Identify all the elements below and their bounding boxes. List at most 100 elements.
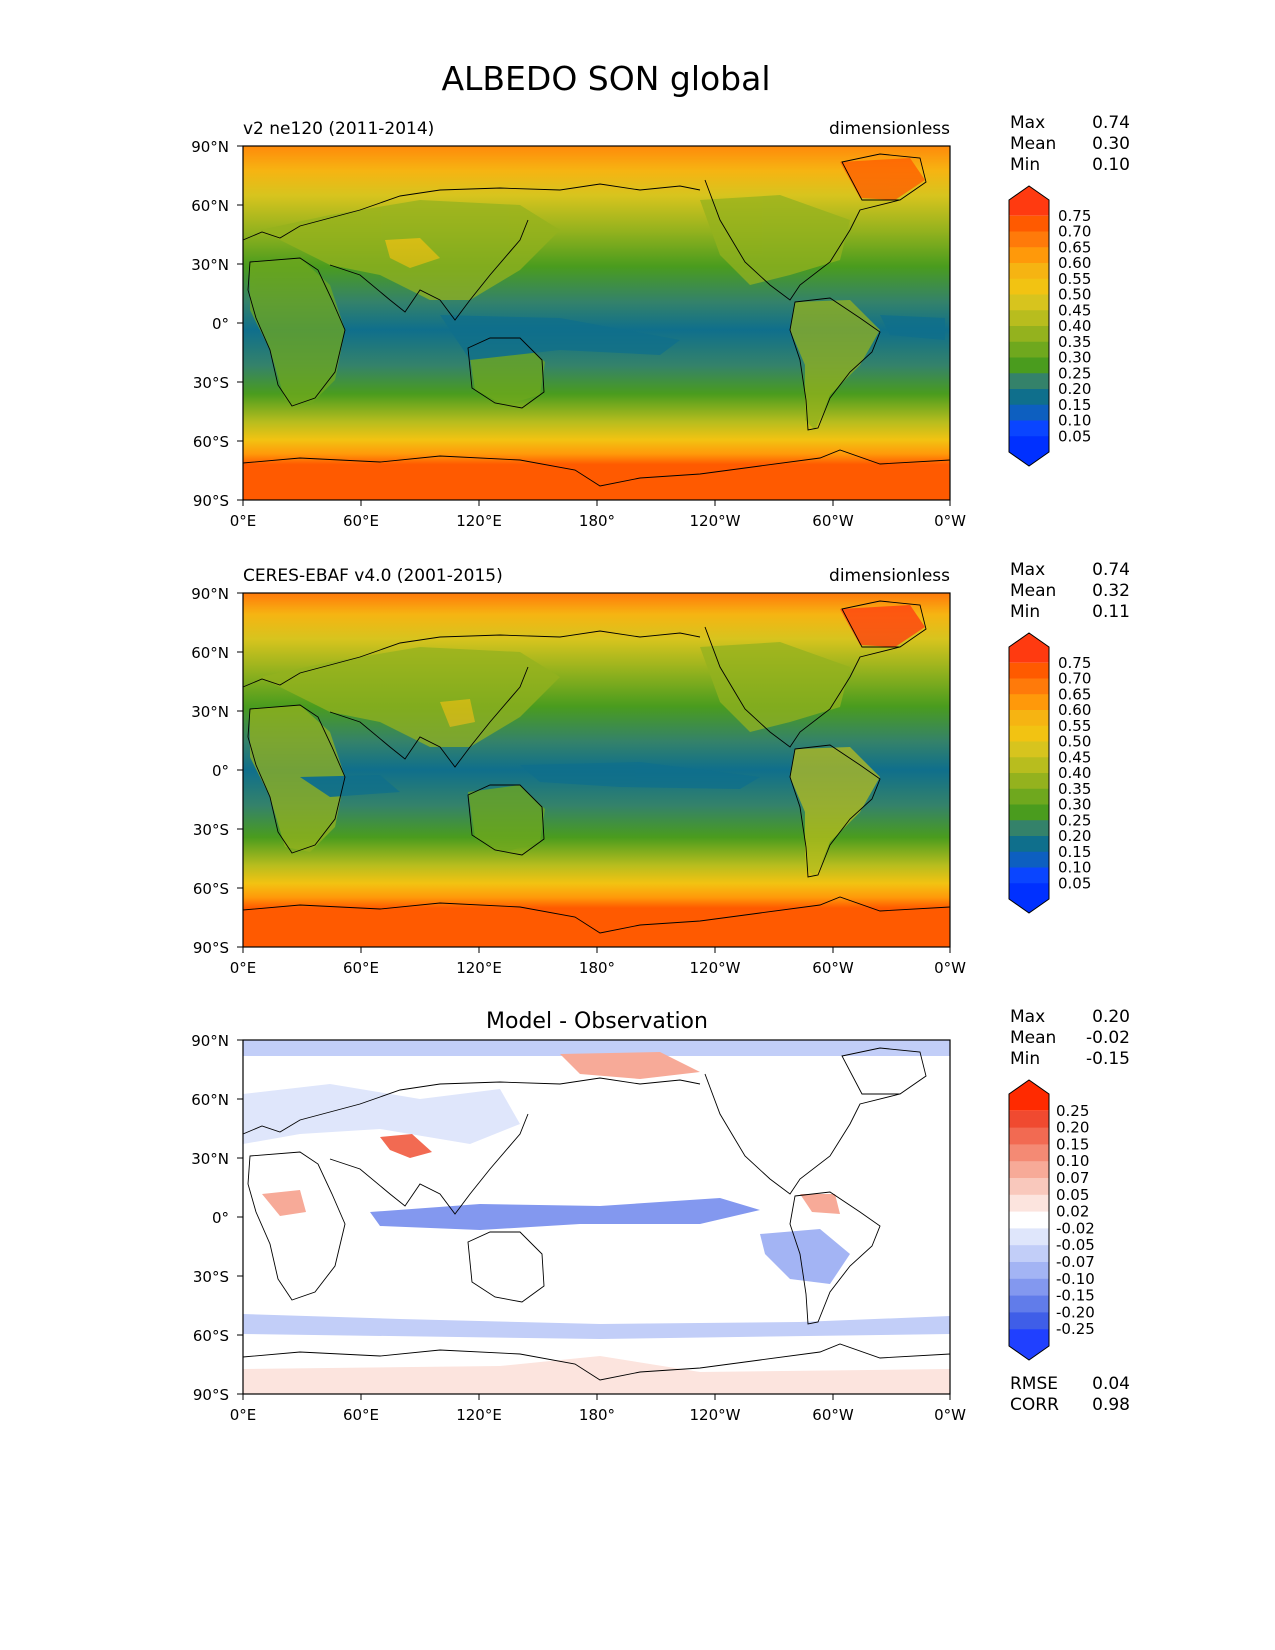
lat-tick-label: 90°S (193, 1386, 229, 1404)
colorbar-tick-label: 0.50 (1058, 286, 1091, 304)
lon-ticks (242, 500, 951, 506)
colorbar-tick-label: 0.45 (1058, 748, 1091, 766)
colorbar-tick-label: 0.15 (1056, 1135, 1089, 1153)
colorbar-swatch (1009, 1080, 1049, 1111)
colorbar-tick-label: 0.65 (1058, 238, 1091, 256)
colorbar-swatch (1009, 678, 1049, 695)
lon-tick-label: 60°E (343, 959, 379, 977)
africa-land (250, 705, 345, 852)
colorbar-tick-label: -0.05 (1056, 1236, 1095, 1254)
stat-value: 0.74 (1092, 113, 1130, 133)
colorbar-tick-label: 0.20 (1056, 1119, 1089, 1137)
lat-tick-label: 30°S (193, 374, 229, 392)
coast-europe (242, 183, 701, 241)
colorbar-swatch (1009, 662, 1049, 679)
colorbar-swatch (1009, 1329, 1049, 1360)
lat-tick-label: 30°N (191, 256, 229, 274)
lat-ticks (237, 592, 243, 948)
coast-south-america (789, 1191, 881, 1325)
lon-tick-label: 60°W (812, 1406, 854, 1424)
lon-tick-label: 120°E (456, 959, 502, 977)
colorbar-swatch (1009, 867, 1049, 884)
map-plot (242, 592, 951, 948)
colorbar-swatch (1009, 1144, 1049, 1162)
colorbar-tick-label: 0.30 (1058, 796, 1091, 814)
metric-value: 0.98 (1092, 1395, 1130, 1415)
colorbar-swatch (1009, 820, 1049, 837)
colorbar-tick-label: 0.65 (1058, 685, 1091, 703)
colorbar-tick-label: 0.10 (1058, 859, 1091, 877)
coast-africa (247, 257, 346, 407)
lat-ticks (237, 1039, 243, 1395)
colorbar-swatch (1009, 294, 1049, 311)
lon-tick-label: 120°E (456, 1406, 502, 1424)
colorbar-swatch (1009, 404, 1049, 421)
colorbar-tick-label: 0.05 (1058, 427, 1091, 445)
stat-label: Max (1010, 113, 1045, 133)
panel-observation: CERES-EBAF v4.0 (2001-2015) dimensionles… (191, 560, 1130, 977)
lon-tick-label: 120°E (456, 512, 502, 530)
lat-ticks (237, 145, 243, 501)
coast-north-america (704, 179, 901, 301)
colorbar-tick-label: 0.30 (1058, 349, 1091, 367)
lat-tick-label: 60°N (191, 644, 229, 662)
coast-south-america (789, 744, 881, 878)
antarctic-positive (243, 1356, 950, 1394)
colorbar-swatch (1009, 1312, 1049, 1330)
lat-tick-label: 90°N (191, 585, 229, 603)
coast-greenland (841, 1047, 927, 1095)
greenland-ice (840, 158, 925, 200)
stat-label: Min (1010, 602, 1040, 622)
colorbar-tick-label: -0.10 (1056, 1270, 1095, 1288)
colorbar-swatch (1009, 1127, 1049, 1145)
colorbar-swatch (1009, 436, 1049, 466)
africa-positive (262, 1190, 306, 1216)
lat-tick-label: 90°S (193, 939, 229, 957)
greenland-ice (840, 605, 925, 647)
colorbar-swatch (1009, 326, 1049, 343)
coast-antarctica (242, 1343, 951, 1381)
stat-label: Max (1010, 560, 1045, 580)
panel-model: v2 ne120 (2011-2014) dimensionless (191, 113, 1130, 530)
coast-south-america (789, 297, 881, 431)
land-patches (250, 158, 945, 430)
lat-tick-label: 0° (212, 315, 229, 333)
south-america-positive (800, 1194, 840, 1214)
colorbar-tick-label: 0.60 (1058, 254, 1091, 272)
lon-tick-label: 60°W (812, 959, 854, 977)
colorbar: 0.750.700.650.600.550.500.450.400.350.30… (1008, 632, 1091, 914)
lon-ticks (242, 947, 951, 953)
stats-block: Max 0.74 Mean 0.32 Min 0.11 (1010, 560, 1130, 622)
indian-ocean-low (300, 775, 400, 797)
coast-africa (247, 704, 346, 854)
colorbar-tick-label: 0.60 (1058, 701, 1091, 719)
colorbar-tick-label: 0.40 (1058, 317, 1091, 335)
colorbar-swatch (1009, 1295, 1049, 1313)
lat-tick-label: 60°N (191, 197, 229, 215)
colorbar-swatch (1009, 883, 1049, 913)
lat-axis: 90°N 60°N 30°N 0° 30°S 60°S 90°S (191, 138, 243, 510)
colorbar-swatch (1009, 725, 1049, 742)
stats-block: Max 0.74 Mean 0.30 Min 0.10 (1010, 113, 1130, 175)
metric-label: RMSE (1010, 1374, 1058, 1394)
stat-label: Min (1010, 155, 1040, 175)
coast-australia (467, 337, 545, 409)
stat-label: Min (1010, 1049, 1040, 1069)
stat-value: 0.11 (1092, 602, 1130, 622)
stat-value: 0.20 (1092, 1007, 1130, 1027)
colorbar-swatch (1009, 310, 1049, 327)
lat-tick-label: 60°S (193, 1327, 229, 1345)
colorbar-tick-label: -0.20 (1056, 1303, 1095, 1321)
colorbar-tick-label: 0.50 (1058, 733, 1091, 751)
coast-europe (242, 630, 701, 688)
coast-asia-south (329, 219, 529, 321)
colorbar-swatch (1009, 773, 1049, 790)
colorbar-swatch (1009, 694, 1049, 711)
colorbar-swatch (1009, 420, 1049, 437)
lat-tick-label: 30°N (191, 1150, 229, 1168)
colorbar-tick-label: 0.25 (1058, 364, 1091, 382)
colorbar-swatch (1009, 373, 1049, 390)
stat-value: 0.32 (1092, 581, 1130, 601)
colorbar-swatch (1009, 804, 1049, 821)
